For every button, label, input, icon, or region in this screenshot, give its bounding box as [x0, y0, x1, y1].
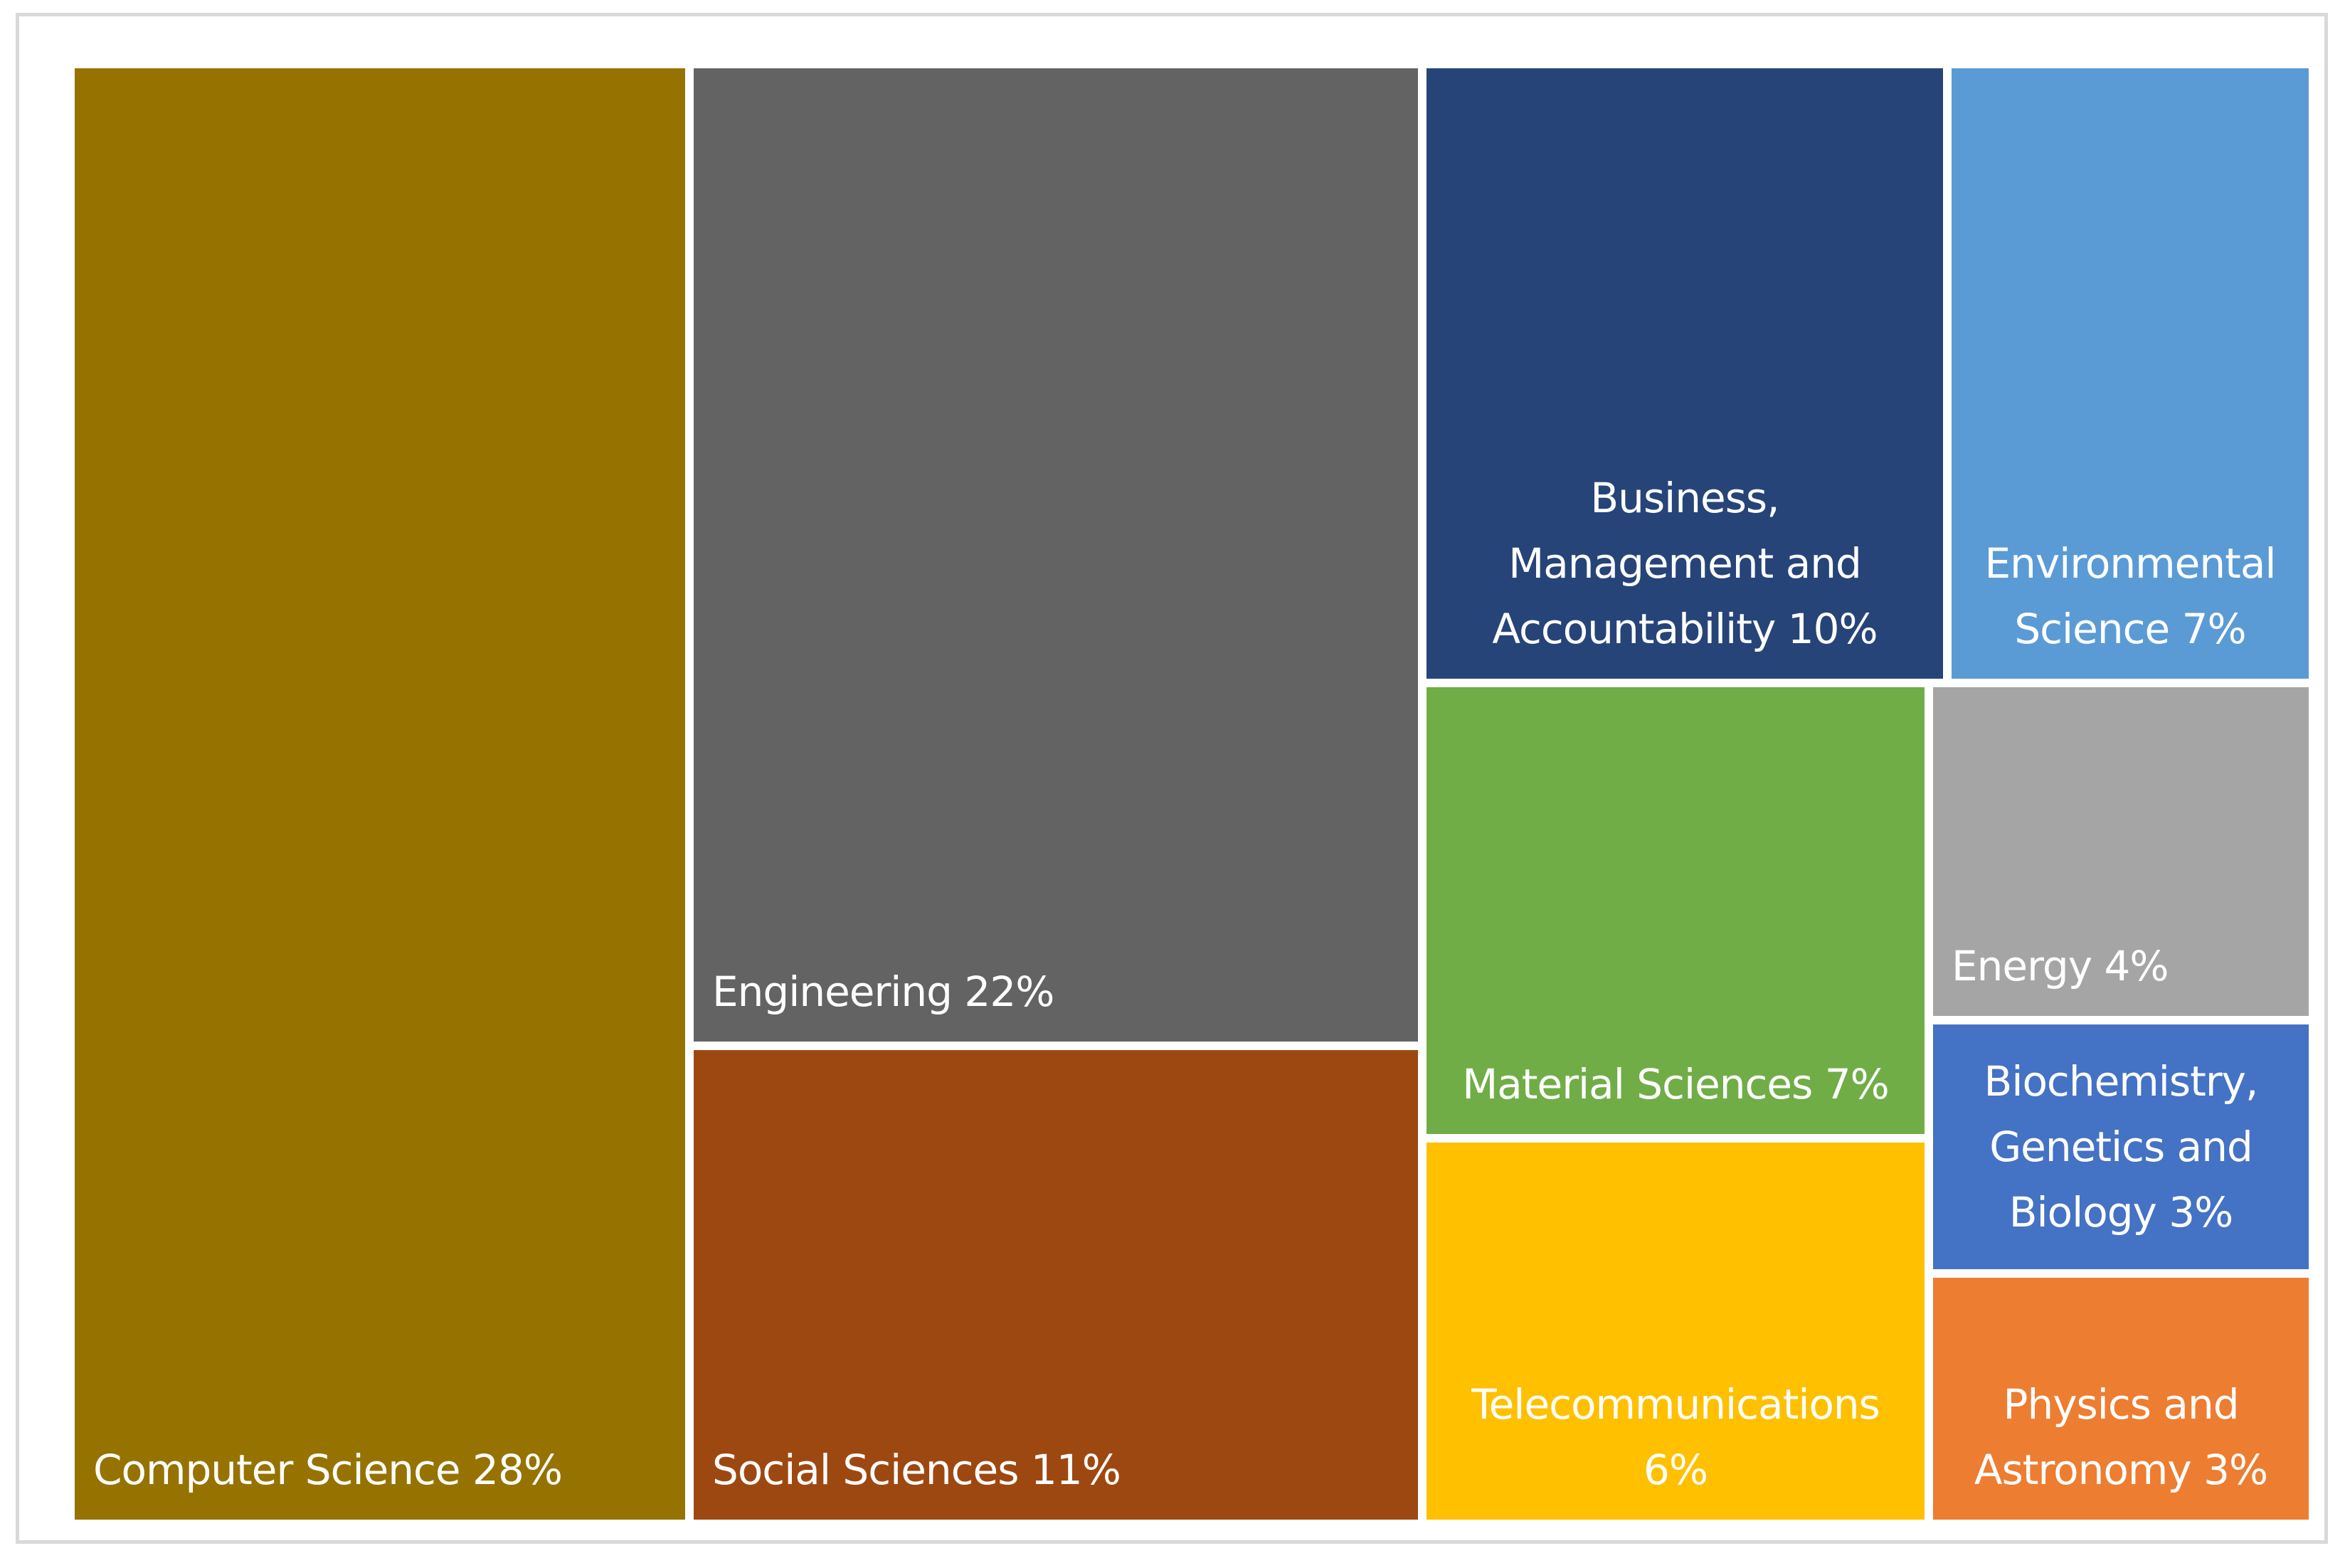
treemap-tile-label: Environmental Science 7%: [1984, 539, 2276, 653]
treemap-tile-material-sciences: Material Sciences 7%: [1422, 683, 1929, 1138]
treemap-tile-environmental-science: Environmental Science 7%: [1947, 64, 2313, 683]
treemap-tile-label: Computer Science 28%: [93, 1446, 563, 1494]
treemap-tile-label: Physics and Astronomy 3%: [1974, 1380, 2268, 1494]
treemap-tile-social-sciences: Social Sciences 11%: [689, 1046, 1422, 1524]
treemap-tile-biochemistry-genetics-and-biology: Biochemistry, Genetics and Biology 3%: [1929, 1020, 2313, 1273]
treemap: Computer Science 28% Engineering 22% Socia…: [70, 64, 2313, 1524]
treemap-tile-label: Business, Management and Accountability 10…: [1492, 474, 1878, 653]
treemap-tile-engineering: Engineering 22%: [689, 64, 1422, 1046]
treemap-tile-label: Material Sciences 7%: [1462, 1060, 1890, 1108]
treemap-tile-label: Biochemistry, Genetics and Biology 3%: [1984, 1057, 2259, 1236]
treemap-tile-energy: Energy 4%: [1929, 683, 2313, 1020]
treemap-tile-computer-science: Computer Science 28%: [70, 64, 689, 1524]
treemap-tile-physics-and-astronomy: Physics and Astronomy 3%: [1929, 1273, 2313, 1524]
chart-frame: Computer Science 28% Engineering 22% Socia…: [16, 13, 2328, 1544]
treemap-tile-label: Engineering 22%: [712, 968, 1054, 1016]
treemap-tile-business-management-and-accountability: Business, Management and Accountability 10…: [1422, 64, 1947, 683]
treemap-tile-telecommunications: Telecommunications 6%: [1422, 1138, 1929, 1524]
treemap-tile-label: Telecommunications 6%: [1471, 1380, 1880, 1494]
treemap-tile-label: Energy 4%: [1952, 942, 2169, 990]
treemap-tile-label: Social Sciences 11%: [712, 1446, 1121, 1494]
